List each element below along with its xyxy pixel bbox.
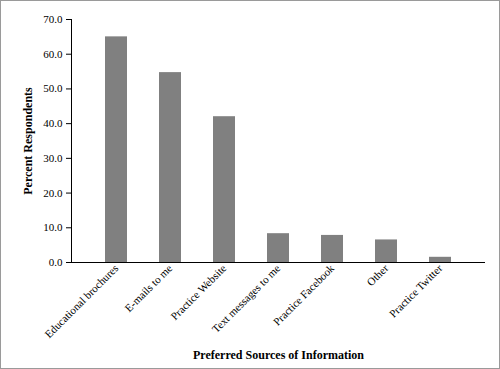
svg-text:Percent Respondents: Percent Respondents	[21, 87, 35, 195]
svg-text:Educational brochures: Educational brochures	[42, 262, 120, 340]
svg-text:Practice Website: Practice Website	[168, 262, 228, 322]
svg-text:20.0: 20.0	[43, 187, 63, 199]
svg-text:Practice Twitter: Practice Twitter	[387, 262, 445, 320]
svg-text:70.0: 70.0	[43, 13, 63, 25]
svg-text:50.0: 50.0	[43, 82, 63, 94]
svg-text:Text messages to me: Text messages to me	[209, 262, 282, 335]
svg-text:10.0: 10.0	[43, 221, 63, 233]
svg-text:Preferred Sources of Informati: Preferred Sources of Information	[193, 348, 364, 362]
svg-text:0.0: 0.0	[49, 256, 63, 268]
svg-text:Practice Facebook: Practice Facebook	[271, 262, 337, 328]
svg-text:E-mails to me: E-mails to me	[122, 262, 174, 314]
svg-text:60.0: 60.0	[43, 48, 63, 60]
svg-text:30.0: 30.0	[43, 152, 63, 164]
svg-text:Other: Other	[364, 262, 390, 288]
svg-text:40.0: 40.0	[43, 117, 63, 129]
